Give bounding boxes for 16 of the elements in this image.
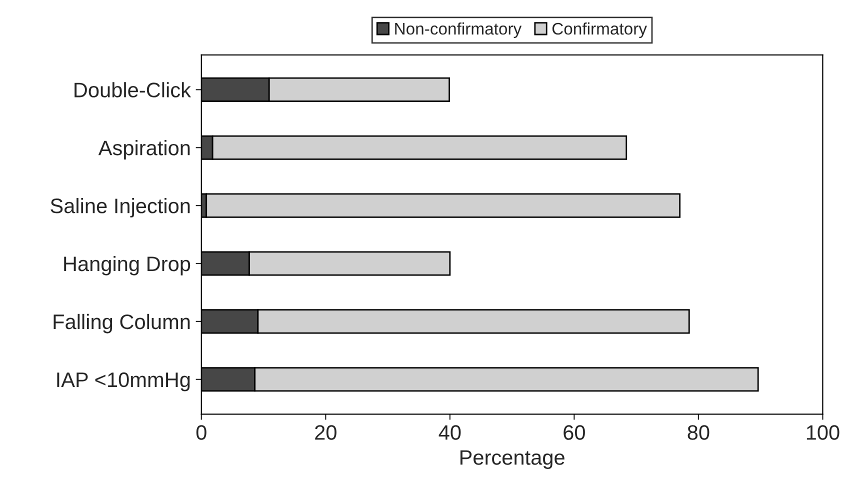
legend-label: Confirmatory — [552, 22, 647, 38]
x-axis-title: Percentage — [460, 450, 564, 469]
x-tick-label: 80 — [688, 425, 710, 440]
x-tick-label: 0 — [196, 425, 206, 440]
y-tick-label: IAP <10mmHg — [57, 372, 190, 392]
y-tick-label: Hanging Drop — [64, 256, 190, 276]
x-tick-label: 40 — [438, 425, 461, 440]
x-tick-label: 20 — [315, 425, 336, 440]
y-tick-label: Saline Injection — [50, 198, 190, 218]
x-tick-label: 60 — [564, 425, 585, 440]
y-tick-label: Falling Column — [54, 314, 190, 334]
y-tick-label: Double-Click — [74, 82, 192, 98]
y-tick-label: Aspiration — [98, 140, 190, 160]
legend-label: Non-confirmatory — [395, 22, 522, 38]
x-tick-label: 100 — [806, 425, 840, 440]
bar — [206, 193, 681, 218]
